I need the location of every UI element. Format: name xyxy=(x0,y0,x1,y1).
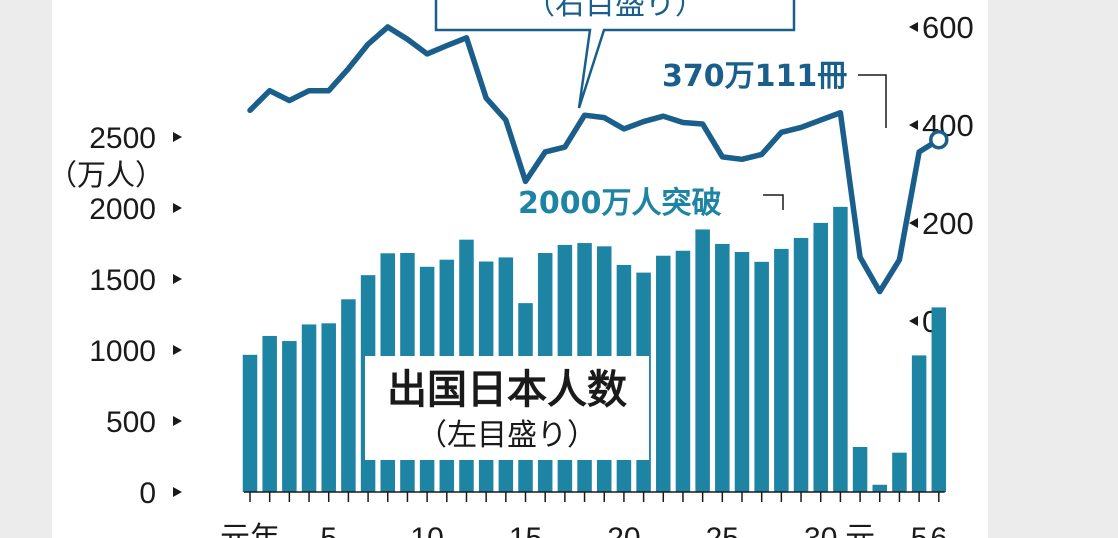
x-tick-label: 元年 xyxy=(220,522,280,538)
x-tick-label: 10 xyxy=(410,522,443,538)
chart-title: 出国日本人数 xyxy=(387,367,627,413)
left-axis: 2500 2000 1500 1000 500 0 （万人） xyxy=(52,122,182,510)
bar-32 xyxy=(852,446,868,492)
bar-3 xyxy=(282,341,297,492)
bar-6 xyxy=(341,299,356,492)
bar-28 xyxy=(774,248,789,492)
right-tick-label: 600 xyxy=(922,10,974,45)
bar-29 xyxy=(793,237,809,492)
callout-box xyxy=(434,0,796,109)
bar-1 xyxy=(242,354,258,492)
bar-30 xyxy=(813,222,828,492)
line-annotation-leader xyxy=(858,74,887,128)
x-tick-label: 15 xyxy=(509,522,542,538)
left-tick-label: 1000 xyxy=(89,335,156,368)
bar-34 xyxy=(892,452,907,492)
chart-subtitle-left: （左目盛り） xyxy=(417,418,597,453)
left-tick-label: 0 xyxy=(139,477,156,510)
chart-subtitle-right: （右目盛り） xyxy=(525,0,705,22)
right-tick-marker xyxy=(909,22,918,32)
x-tick-label: 6 xyxy=(930,522,947,538)
x-tick-label: 20 xyxy=(607,522,640,538)
bar-33 xyxy=(872,484,888,492)
bar-35 xyxy=(911,355,927,492)
line-last-point xyxy=(929,129,949,150)
bar-peak-annotation: 2000万人突破 xyxy=(518,186,722,221)
line-last-annotation: 370万111冊 xyxy=(662,59,847,94)
line-path xyxy=(247,24,942,295)
left-tick-label: 1500 xyxy=(89,264,156,297)
bar-36 xyxy=(931,307,947,492)
bar-25 xyxy=(715,243,730,492)
left-tick-label: 2500 xyxy=(89,122,156,155)
left-tick-label: 500 xyxy=(106,406,156,439)
right-tick-marker xyxy=(909,316,918,326)
left-tick-marker xyxy=(173,132,182,142)
bar-annotation-leader xyxy=(763,194,784,210)
title-box xyxy=(365,356,649,460)
bar-2 xyxy=(262,335,277,492)
left-tick-label: 2000 xyxy=(89,193,156,226)
right-tick-marker xyxy=(909,120,918,130)
line-series xyxy=(247,24,949,295)
x-axis: 元年51015202530元56 xyxy=(220,491,947,538)
left-tick-marker xyxy=(173,487,182,497)
bar-31 xyxy=(833,206,848,492)
x-tick-label: 5 xyxy=(320,522,337,538)
right-tick-label: 200 xyxy=(922,206,974,241)
left-tick-marker xyxy=(173,274,182,284)
left-tick-marker xyxy=(173,416,182,426)
left-tick-marker xyxy=(173,203,182,213)
left-axis-unit: （万人） xyxy=(52,160,164,192)
x-tick-label: 元 xyxy=(845,522,875,538)
bar-23 xyxy=(675,250,691,492)
bar-5 xyxy=(321,323,336,492)
bar-27 xyxy=(754,261,769,492)
left-tick-marker xyxy=(173,345,182,355)
bar-4 xyxy=(301,324,317,492)
bar-22 xyxy=(656,255,671,492)
x-tick-label: 30 xyxy=(804,522,837,538)
x-tick-label: 25 xyxy=(706,522,739,538)
x-tick-label: 5 xyxy=(911,522,928,538)
bar-24 xyxy=(695,229,710,492)
right-tick-marker xyxy=(909,218,918,228)
bar-26 xyxy=(734,252,750,492)
